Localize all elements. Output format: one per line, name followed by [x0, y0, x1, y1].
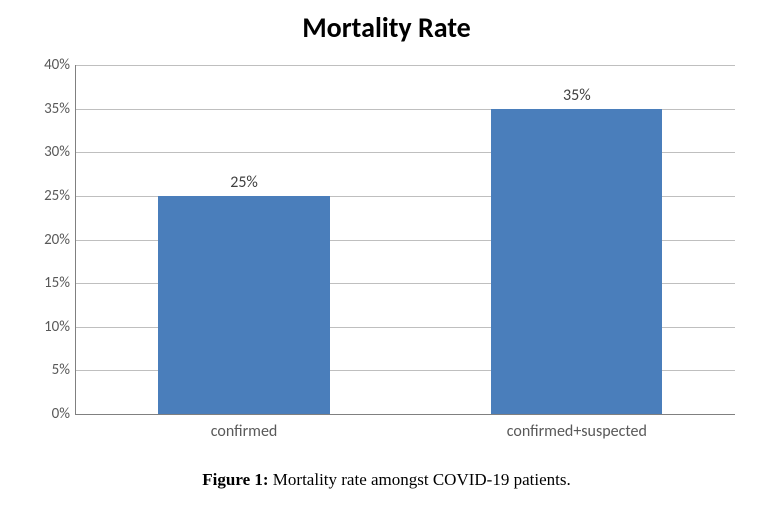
figure-caption: Figure 1: Mortality rate amongst COVID-1…	[0, 470, 773, 490]
plot-wrap: 0%5%10%15%20%25%30%35%40%25%confirmed35%…	[75, 65, 735, 415]
y-tick-label: 5%	[52, 361, 76, 379]
y-tick-label: 30%	[44, 143, 76, 161]
chart-title: Mortality Rate	[30, 10, 743, 45]
figure-label: Figure 1:	[202, 470, 268, 489]
gridline	[76, 65, 735, 66]
plot-area: 0%5%10%15%20%25%30%35%40%25%confirmed35%…	[75, 65, 735, 415]
figure-caption-text: Mortality rate amongst COVID-19 patients…	[269, 470, 571, 489]
y-tick-label: 25%	[44, 187, 76, 205]
x-tick-label: confirmed+suspected	[507, 414, 647, 441]
bar-value-label: 25%	[230, 173, 258, 196]
y-tick-label: 10%	[44, 318, 76, 336]
x-tick-label: confirmed	[211, 414, 278, 441]
y-tick-label: 40%	[44, 56, 76, 74]
mortality-chart: Mortality Rate 0%5%10%15%20%25%30%35%40%…	[30, 10, 743, 450]
y-tick-label: 0%	[52, 405, 76, 423]
bar-value-label: 35%	[563, 86, 591, 109]
y-tick-label: 15%	[44, 274, 76, 292]
y-tick-label: 20%	[44, 231, 76, 249]
y-tick-label: 35%	[44, 100, 76, 118]
bar: 25%	[158, 196, 329, 414]
bar: 35%	[491, 109, 662, 414]
